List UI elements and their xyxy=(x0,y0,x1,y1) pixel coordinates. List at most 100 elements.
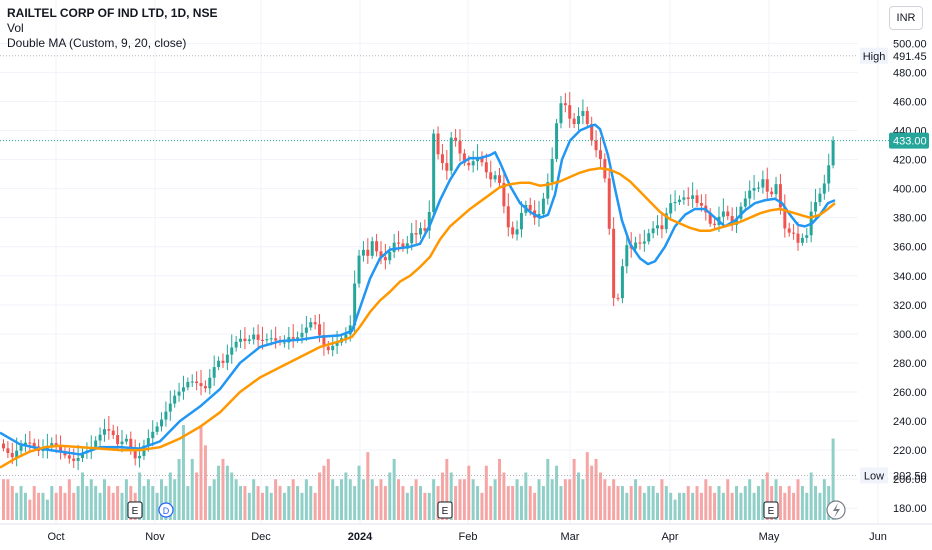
candle-body xyxy=(160,419,164,427)
volume-bar xyxy=(32,486,36,520)
candle-body xyxy=(660,225,664,230)
volume-bar xyxy=(151,486,155,520)
low-tag-box xyxy=(860,467,888,484)
candle-body xyxy=(318,324,322,336)
earnings-marker-label: E xyxy=(132,506,139,517)
candle-body xyxy=(326,346,330,351)
y-tick-label: 500.00 xyxy=(893,38,927,50)
volume-bar xyxy=(739,492,743,520)
volume-bar xyxy=(269,492,273,520)
candle-body xyxy=(32,442,36,447)
y-tick-label: 480.00 xyxy=(893,67,927,79)
candle-body xyxy=(274,338,278,341)
volume-bar xyxy=(440,472,444,520)
candle-body xyxy=(651,228,655,234)
candle-body xyxy=(225,354,229,363)
volume-bar xyxy=(761,479,765,520)
volume-bar xyxy=(318,472,322,520)
volume-bar xyxy=(704,479,708,520)
volume-bar xyxy=(331,479,335,520)
candle-body xyxy=(2,443,5,449)
earnings-marker[interactable] xyxy=(127,501,143,519)
symbol-title: RAILTEL CORP OF IND LTD, 1D, NSE xyxy=(7,6,218,20)
candle-body xyxy=(695,195,699,204)
candle-body xyxy=(146,438,150,446)
candle-body xyxy=(423,228,427,231)
candle-body xyxy=(577,116,581,125)
candle-body xyxy=(656,225,660,229)
volume-bar xyxy=(691,492,695,520)
volume-bar xyxy=(401,486,405,520)
candle-body xyxy=(787,228,791,233)
candle-body xyxy=(493,175,497,180)
volume-bar xyxy=(247,492,251,520)
candle-body xyxy=(467,162,471,166)
volume-bar xyxy=(405,492,409,520)
dividend-marker[interactable] xyxy=(158,502,174,518)
volume-bar xyxy=(642,492,646,520)
candle-body xyxy=(607,178,611,229)
volume-bar xyxy=(230,472,234,520)
volume-bar xyxy=(366,452,370,520)
y-tick-label: 360.00 xyxy=(893,242,927,254)
volume-bar xyxy=(155,492,159,520)
volume-bar xyxy=(581,479,585,520)
candle-body xyxy=(388,251,392,261)
candle-body xyxy=(177,391,181,396)
candle-body xyxy=(432,133,436,213)
volume-bar xyxy=(274,479,278,520)
volume-bar xyxy=(146,479,150,520)
candle-body xyxy=(625,245,629,267)
candle-body xyxy=(800,237,804,243)
volume-bar xyxy=(427,492,431,520)
earnings-marker-label: E xyxy=(442,506,449,517)
candle-body xyxy=(138,455,142,459)
volume-bar xyxy=(432,479,436,520)
y-tick-label: 380.00 xyxy=(893,213,927,225)
volume-bar xyxy=(533,492,537,520)
volume-bar xyxy=(348,479,352,520)
candle-body xyxy=(173,395,177,404)
candle-body xyxy=(414,233,418,235)
volume-bar xyxy=(173,479,177,520)
candle-body xyxy=(155,426,159,432)
volume-bar xyxy=(550,479,554,520)
earnings-marker[interactable] xyxy=(437,501,453,519)
candle-body xyxy=(792,232,796,234)
volume-bar xyxy=(265,486,269,520)
volume-bar xyxy=(116,486,120,520)
volume-bar xyxy=(458,479,462,520)
x-tick-label: Feb xyxy=(459,531,478,543)
volume-bar xyxy=(735,486,739,520)
candle-body xyxy=(559,103,563,124)
candle-body xyxy=(98,434,102,441)
volume-bar xyxy=(252,479,256,520)
y-tick-label: 260.00 xyxy=(893,387,927,399)
candle-body xyxy=(436,133,440,155)
volume-bar xyxy=(186,486,190,520)
candle-body xyxy=(805,235,809,238)
high-value-label: 491.45 xyxy=(893,51,927,63)
volume-bar xyxy=(506,486,510,520)
currency-button[interactable]: INR xyxy=(889,6,923,30)
candle-body xyxy=(234,341,238,348)
volume-bar xyxy=(471,479,475,520)
volume-bar xyxy=(726,479,730,520)
candle-body xyxy=(743,198,747,207)
volume-bar xyxy=(555,465,559,520)
volume-bar xyxy=(10,486,14,520)
candle-body xyxy=(102,429,106,435)
candle-body xyxy=(519,212,523,230)
last-price-tag xyxy=(889,132,929,149)
volume-bar xyxy=(199,425,203,520)
candle-body xyxy=(699,203,703,206)
candle-body xyxy=(739,206,743,219)
earnings-marker[interactable] xyxy=(763,501,779,519)
candle-body xyxy=(594,140,598,151)
x-tick-label: Oct xyxy=(47,531,64,543)
candle-body xyxy=(72,458,76,461)
candle-body xyxy=(392,242,396,252)
dividend-marker-label: D xyxy=(163,506,170,516)
volume-bar xyxy=(524,472,528,520)
